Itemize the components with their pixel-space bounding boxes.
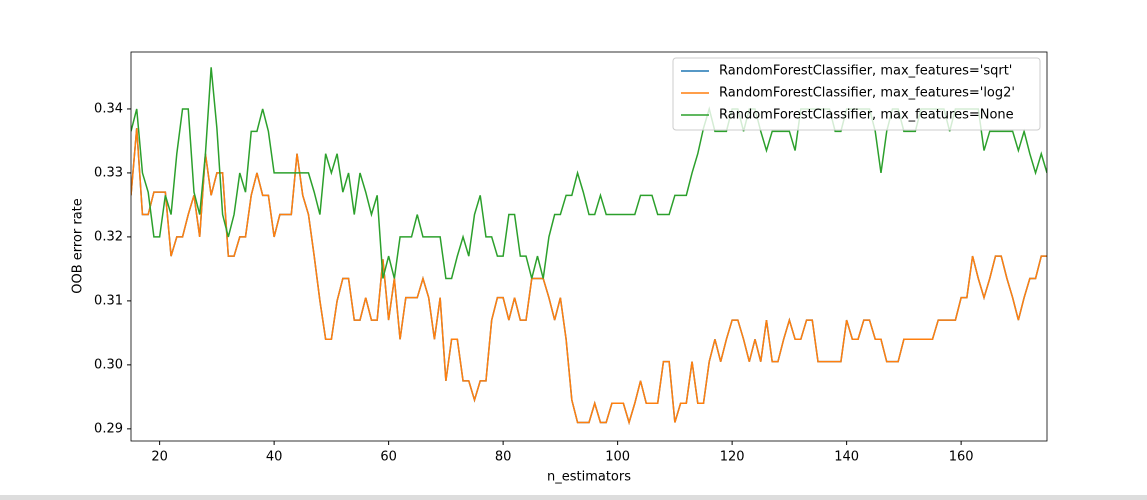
x-tick-label: 160 xyxy=(949,450,974,465)
y-tick-label: 0.30 xyxy=(94,357,123,372)
y-tick-label: 0.29 xyxy=(94,421,123,436)
x-tick-label: 80 xyxy=(495,450,512,465)
x-tick-label: 120 xyxy=(720,450,745,465)
x-tick-label: 20 xyxy=(151,450,168,465)
y-tick-label: 0.33 xyxy=(94,165,123,180)
y-axis-label: OOB error rate xyxy=(71,198,86,294)
y-tick-label: 0.31 xyxy=(94,293,123,308)
legend-box xyxy=(672,57,1041,131)
y-tick-label: 0.32 xyxy=(94,229,123,244)
x-tick-label: 60 xyxy=(380,450,397,465)
y-tick-label: 0.34 xyxy=(94,101,123,116)
series-line xyxy=(131,128,1047,426)
toolbar-strip xyxy=(0,495,1147,500)
legend-label: RandomForestClassifier, max_features='lo… xyxy=(719,86,1015,101)
x-tick-label: 100 xyxy=(605,450,630,465)
x-axis-label: n_estimators xyxy=(547,470,631,485)
legend-label: RandomForestClassifier, max_features='sq… xyxy=(719,64,1012,79)
plot-frame xyxy=(130,51,1048,442)
x-tick-label: 40 xyxy=(266,450,283,465)
x-tick-label: 140 xyxy=(834,450,859,465)
legend-label: RandomForestClassifier, max_features=Non… xyxy=(719,108,1014,123)
